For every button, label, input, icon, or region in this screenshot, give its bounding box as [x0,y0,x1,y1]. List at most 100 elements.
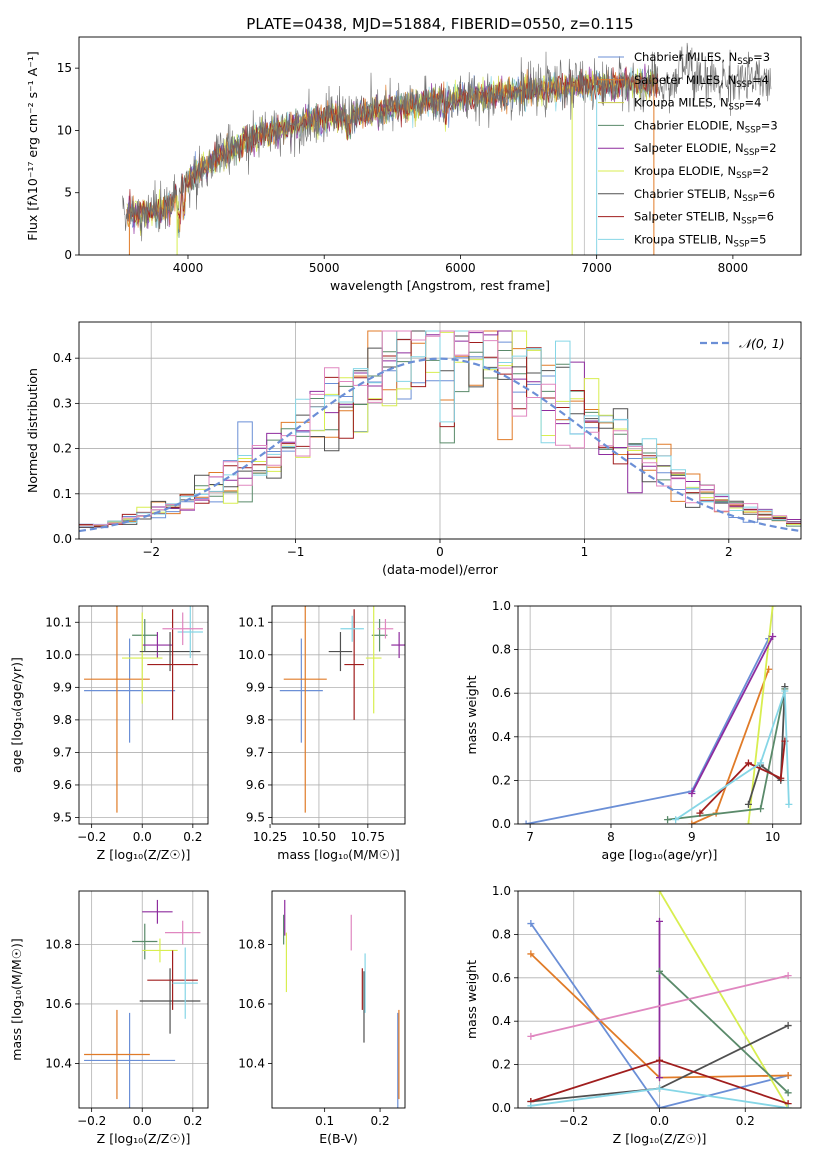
weight-series-4 [658,970,789,1094]
plot-area-spectrum [122,42,772,255]
x-tick-label: 0.0 [133,830,152,844]
y-tick-label: 10.6 [238,997,265,1011]
chart-mass-vs-Z: −0.2 0.0 0.2 10.4 10.6 10.8 Z [log₁₀(Z/Z☉)] mas… [9,890,209,1146]
residual-histogram-8 [79,330,801,527]
y-tick-label: 10.6 [45,997,72,1011]
weight-marker [744,759,752,767]
x-tick-label: 8 [607,830,615,844]
legend-spectrum: Chabrier MILES, NSSP=3 Salpeter MILES, NS… [598,50,778,249]
weight-marker [664,816,672,824]
weight-marker [656,1104,663,1108]
y-tick-label: 10.8 [238,938,265,952]
x-tick-label: 0.2 [183,1114,202,1128]
y-tick-label: 0.2 [492,773,511,787]
weight-marker [769,606,777,610]
legend-label: Salpeter ELODIE, NSSP=2 [634,141,777,158]
weight-marker [757,759,765,767]
x-tick-label: 0.2 [736,1114,755,1128]
weight-series-7 [675,690,790,821]
x-tick-label: 10.25 [253,830,287,844]
chart-age-vs-Z: −0.2 0.0 0.2 9.5 9.6 9.7 9.8 9.9 10.0 10.1 Z [log₁… [9,605,209,862]
x-tick-label: −2 [142,545,160,559]
weight-marker [527,920,535,928]
axes-frame [271,890,406,1109]
weight-series-0 [525,638,770,824]
x-tick-label: 0.0 [650,1114,669,1128]
weight-marker [527,1032,535,1040]
legend-label: Kroupa STELIB, NSSP=5 [634,232,766,249]
y-tick-label: 0.3 [53,396,72,410]
y-tick-label: 0.2 [53,442,72,456]
weight-marker [656,891,663,895]
weight-marker [777,774,785,782]
y-tick-label: 10.1 [45,615,72,629]
legend-label: Chabrier ELODIE, NSSP=3 [634,118,778,135]
x-tick-label: 0.2 [183,830,202,844]
normal-curve [79,357,801,533]
x-tick-label: 5000 [309,261,340,275]
weight-series-0 [530,922,789,1108]
weight-marker [656,967,663,975]
x-tick-label: 10.50 [302,830,336,844]
plot-area-weight-vs-Z [527,891,792,1108]
weight-marker [688,789,696,797]
chart-mass-vs-ebv: 0.1 0.2 10.4 10.6 10.8 E(B-V) [238,890,406,1146]
axes-frame [78,321,802,540]
y-tick-label: 10.1 [238,615,265,629]
weight-marker [656,1074,663,1082]
y-tick-label: 0.4 [53,351,72,365]
x-tick-label: 0.2 [371,1114,390,1128]
x-tick-label: 2 [725,545,733,559]
x-tick-label: 0.0 [133,1114,152,1128]
y-tick-label: 5 [64,186,72,200]
x-tick-label: −0.2 [77,1114,106,1128]
x-axis-label: mass [log₁₀(M/M☉)] [277,847,399,862]
weight-marker [784,1104,792,1108]
chart-weight-vs-Z: −0.2 0.0 0.2 0.0 0.2 0.4 0.6 0.8 1.0 Z [log₁₀(Z/Z… [464,884,802,1146]
weight-marker [744,820,752,824]
y-tick-label: 0.0 [492,817,511,831]
y-tick-label: 9.5 [246,810,265,824]
legend-label: Salpeter STELIB, NSSP=6 [634,210,774,227]
y-tick-label: 0.8 [492,927,511,941]
observed-spectrum [122,42,772,242]
legend-label: Chabrier STELIB, NSSP=6 [634,187,775,204]
weight-marker [744,800,752,808]
x-tick-label: 1 [581,545,589,559]
x-axis-label: (data-model)/error [382,562,499,577]
y-tick-label: 0.6 [492,971,511,985]
weight-marker [785,800,793,808]
y-tick-label: 0.6 [492,686,511,700]
plot-area-age-vs-mass [279,606,405,813]
weight-marker [781,687,789,695]
weight-marker [769,633,777,641]
y-tick-label: 0.0 [53,532,72,546]
y-tick-label: 9.5 [53,810,72,824]
chart-weight-vs-age: 7 8 9 10 0.0 0.2 0.4 0.6 0.8 1.0 age [log₁₀(age/yr… [464,599,802,862]
y-tick-label: 9.8 [53,713,72,727]
legend-label: Salpeter MILES, NSSP=4 [634,73,769,90]
weight-marker [527,950,535,958]
y-tick-label: 10.4 [238,1056,265,1070]
y-tick-label: 0.1 [53,487,72,501]
y-tick-label: 10.0 [238,648,265,662]
y-tick-label: 15 [57,61,72,75]
weight-marker [784,1022,792,1030]
axes-frame [78,36,802,256]
y-tick-label: 10 [57,123,72,137]
x-axis-label: wavelength [Angstrom, rest frame] [330,278,550,293]
y-tick-label: 9.9 [246,680,265,694]
x-tick-label: 8000 [718,261,749,275]
y-tick-label: 9.6 [246,778,265,792]
y-axis-label: Normed distribution [25,368,40,493]
weight-series-3 [690,636,774,794]
x-tick-label: 10 [765,830,780,844]
weight-series-2 [747,606,774,824]
x-axis-label: Z [log₁₀(Z/Z☉)] [97,1131,191,1146]
weight-marker [527,1102,535,1108]
chart-residuals: −2 −1 0 1 2 0.0 0.1 0.2 0.3 0.4 (data-model)/error… [25,321,802,577]
x-tick-label: 10.75 [351,830,385,844]
chart-age-vs-mass: 10.25 10.50 10.75 9.5 9.6 9.7 9.8 9.9 10.0 10.1 ma… [238,605,406,862]
y-tick-label: 0.8 [492,643,511,657]
